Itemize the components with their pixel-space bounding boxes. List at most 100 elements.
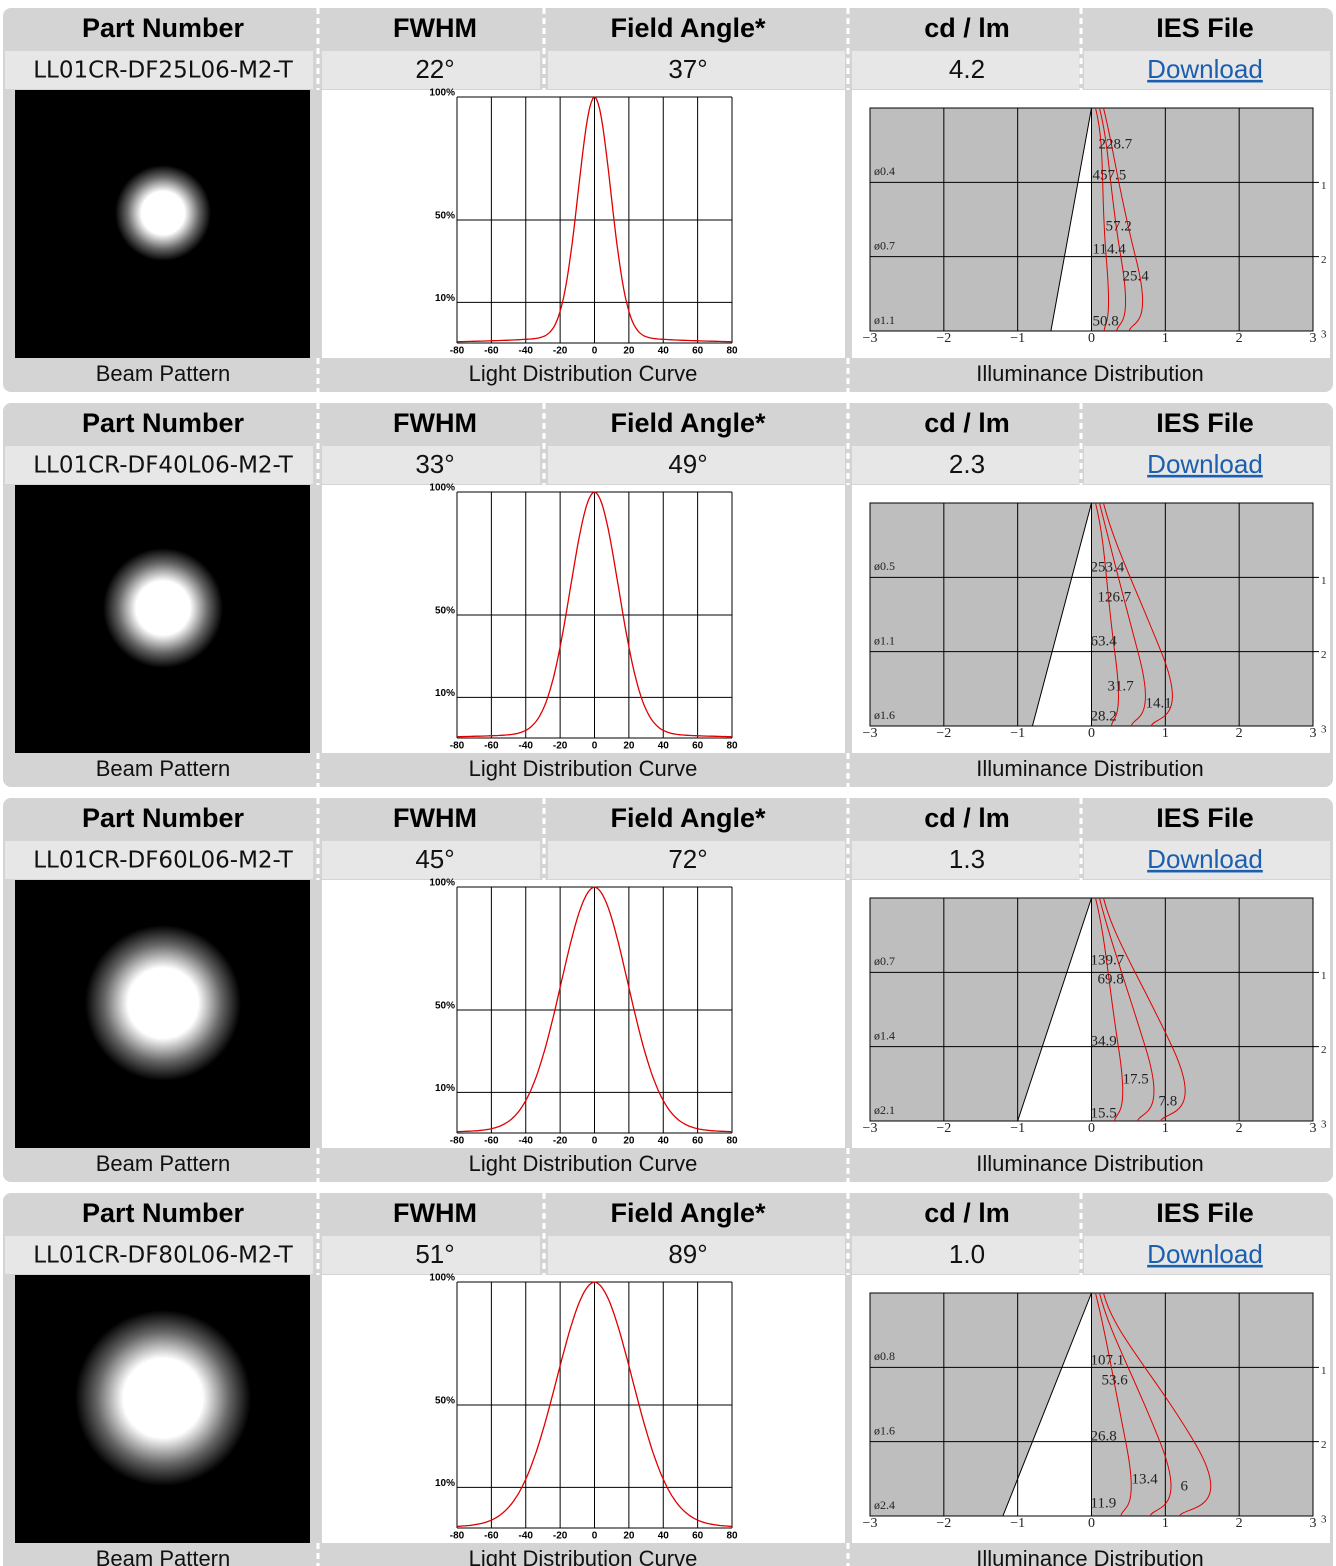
illuminance-value: 26.8 [1091,1428,1117,1444]
curve-panel [322,1275,845,1543]
curve-x-label: -40 [519,346,534,357]
illuminance-curve [1095,107,1110,332]
illuminance-x-label: −1 [1010,331,1025,346]
illuminance-value: 11.9 [1091,1495,1117,1511]
curve-y-label: 50% [435,1396,455,1407]
data-cell [322,1236,540,1274]
curve-x-label: -80 [450,1531,465,1542]
beam-spot [103,548,223,668]
illuminance-x-label: −3 [863,331,878,346]
illuminance-value: 63.4 [1091,633,1118,649]
illuminance-row-label: 1 [1321,575,1327,587]
curve-x-label: -80 [450,741,465,752]
illuminance-x-label: −2 [936,331,951,346]
data-cell [1084,51,1330,89]
curve-x-label: 40 [658,1531,670,1542]
column-header: IES File [1156,1198,1254,1228]
curve-x-label: -40 [519,1136,534,1147]
illuminance-x-label: 2 [1236,1516,1243,1531]
curve-panel [322,485,845,753]
beam-spot [85,925,241,1081]
illuminance-value: 15.5 [1091,1105,1117,1121]
download-link[interactable]: Download [1147,54,1263,84]
data-cell [322,446,540,484]
illuminance-row-label: 3 [1321,329,1327,341]
curve-x-label: -20 [553,741,568,752]
column-header: Field Angle* [610,803,766,833]
curve-x-label: 60 [692,346,704,357]
data-cell [5,1236,313,1274]
illuminance-curve [1099,107,1127,332]
data-cell-text: 22° [415,54,454,84]
illuminance-row-label: 2 [1321,254,1327,266]
data-cell-text: 72° [668,844,707,874]
column-header: IES File [1156,803,1254,833]
download-link[interactable]: Download [1147,1239,1263,1269]
beam-spot [75,1310,251,1486]
diameter-label: ø0.7 [874,238,895,252]
data-cell [1084,841,1330,879]
curve-y-label: 100% [429,483,455,494]
illuminance-x-label: 1 [1162,726,1169,741]
illuminance-value: 57.2 [1106,218,1132,234]
curve-x-label: 80 [726,1136,738,1147]
illuminance-row-label: 3 [1321,724,1327,736]
curve-x-label: 40 [658,346,670,357]
data-cell-text: LL01CR-DF80L06-M2-T [33,1243,294,1269]
column-header: Part Number [82,408,245,438]
column-header: cd / lm [924,1198,1010,1228]
column-header: Field Angle* [610,1198,766,1228]
data-cell-text: LL01CR-DF40L06-M2-T [33,453,294,479]
data-cell [1084,1236,1330,1274]
curve-x-label: -60 [484,1136,499,1147]
download-link[interactable]: Download [1147,449,1263,479]
diameter-label: ø2.1 [874,1103,895,1117]
diameter-label: ø2.4 [874,1498,895,1512]
product-block: Part Number FWHM Field Angle* cd / lm IES Fi… [3,798,1333,1182]
data-cell [548,446,845,484]
illuminance-value: 69.8 [1098,971,1124,987]
diameter-label: ø1.4 [874,1028,895,1042]
illuminance-x-label: −1 [1010,1121,1025,1136]
diameter-label: ø1.1 [874,313,895,327]
curve-x-label: 80 [726,1531,738,1542]
illuminance-value: 53.6 [1102,1372,1129,1388]
image-caption: Light Distribution Curve [469,756,698,781]
curve-y-label: 10% [435,293,455,304]
data-cell-text: 4.2 [949,54,985,84]
illuminance-value: 6 [1181,1478,1189,1494]
illuminance-x-label: −2 [936,1516,951,1531]
data-cell-text: LL01CR-DF25L06-M2-T [33,58,294,84]
curve-x-label: 0 [592,741,598,752]
illuminance-x-label: 3 [1310,726,1317,741]
illuminance-x-label: 0 [1088,1516,1095,1531]
data-cell [322,51,540,89]
curve-x-label: 60 [692,741,704,752]
illuminance-value: 126.7 [1098,589,1132,605]
column-header: FWHM [393,408,477,438]
illuminance-curve [1099,1292,1172,1517]
data-cell [548,51,845,89]
data-cell-text: 1.3 [949,844,985,874]
column-header: Field Angle* [610,13,766,43]
download-link[interactable]: Download [1147,844,1263,874]
illuminance-value: 107.1 [1091,1352,1125,1368]
column-header: FWHM [393,803,477,833]
column-header: IES File [1156,13,1254,43]
image-caption: Illuminance Distribution [976,1151,1203,1176]
curve-line [456,491,733,738]
column-header: cd / lm [924,408,1010,438]
curve-x-label: -20 [553,346,568,357]
curve-panel [322,90,845,358]
curve-x-label: 80 [726,741,738,752]
illuminance-value: 31.7 [1108,678,1135,694]
illuminance-curve [1103,1292,1212,1517]
diameter-label: ø0.5 [874,559,895,573]
curve-x-label: -60 [484,741,499,752]
curve-y-label: 10% [435,1083,455,1094]
illuminance-x-label: −2 [936,726,951,741]
curve-x-label: -80 [450,1136,465,1147]
column-header: Part Number [82,803,245,833]
illuminance-value: 28.2 [1091,708,1117,724]
